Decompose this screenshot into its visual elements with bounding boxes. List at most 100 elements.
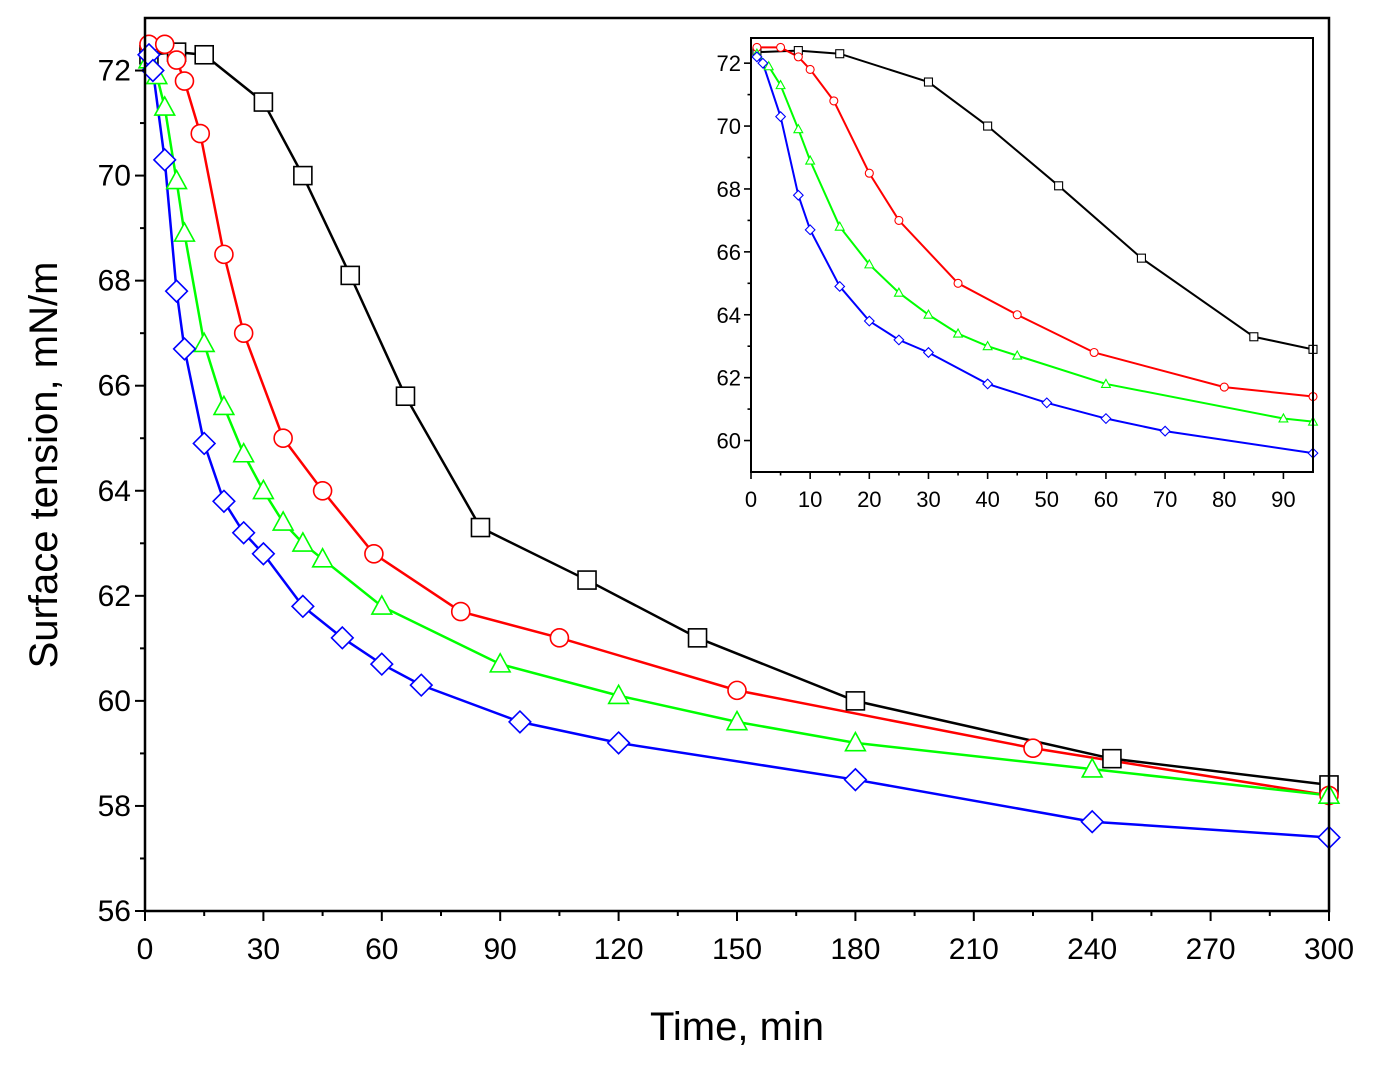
main-data-point-green-triangle (370, 594, 394, 615)
inset-y-tick-label: 64 (717, 303, 741, 328)
inset-y-tick-label: 70 (717, 114, 741, 139)
inset-data-point-black-square (983, 121, 993, 131)
inset-data-point-blue-diamond (1041, 397, 1053, 409)
inset-data-point-blue-diamond (893, 334, 905, 346)
main-data-point-black-square (470, 517, 491, 538)
inset-y-tick-label: 66 (717, 240, 741, 265)
main-y-tick-label: 56 (98, 895, 131, 928)
main-data-point-green-triangle (173, 221, 196, 242)
inset-data-point-green-triangle (1278, 412, 1289, 423)
inset-data-point-red-circle (829, 96, 839, 106)
main-data-point-red-circle (190, 123, 211, 144)
inset-y-tick-label: 68 (717, 177, 741, 202)
y-axis-title: Surface tension, mN/m (22, 262, 66, 669)
main-data-point-blue-diamond (290, 594, 315, 619)
main-data-point-green-triangle (725, 709, 749, 731)
main-data-point-blue-diamond (843, 767, 868, 792)
main-x-tick-label: 30 (247, 933, 280, 966)
inset-data-point-red-circle (1012, 310, 1022, 320)
main-data-point-blue-diamond (231, 520, 256, 545)
main-data-point-black-square (577, 570, 597, 590)
main-data-point-blue-diamond (164, 279, 189, 304)
inset-x-tick-label: 40 (975, 487, 999, 512)
inset-data-point-black-square (835, 49, 845, 59)
inset-data-point-blue-diamond (922, 346, 935, 359)
main-data-point-blue-diamond (172, 337, 197, 361)
main-x-tick-label: 210 (949, 933, 999, 966)
main-data-point-black-square (845, 691, 866, 711)
inset-data-point-green-triangle (893, 286, 905, 297)
main-data-point-blue-diamond (251, 541, 276, 566)
main-data-point-blue-diamond (508, 709, 532, 734)
main-y-tick-label: 60 (98, 685, 131, 718)
inset-data-point-green-triangle (863, 258, 875, 269)
inset-data-point-red-circle (1219, 382, 1229, 392)
main-y-tick-label: 70 (98, 160, 131, 193)
main-y-tick-label: 66 (98, 370, 131, 403)
inset-data-point-blue-diamond (834, 280, 846, 293)
inset-y-tick-label: 62 (717, 366, 741, 391)
main-data-point-red-circle (233, 323, 254, 343)
main-x-tick-label: 270 (1186, 933, 1236, 966)
inset-data-point-green-triangle (952, 327, 964, 338)
main-series-markers-blue-diamond (137, 42, 1341, 850)
main-x-tick-label: 60 (365, 933, 398, 966)
main-series-line-blue-diamond (147, 54, 1329, 839)
main-x-tick-label: 180 (830, 933, 880, 966)
main-x-tick-label: 0 (137, 933, 154, 966)
main-data-point-green-triangle (252, 478, 275, 500)
inset-x-tick-label: 90 (1271, 487, 1295, 512)
main-data-point-red-circle (214, 244, 234, 265)
main-data-point-black-square (395, 386, 416, 407)
inset-data-point-blue-diamond (982, 378, 994, 390)
inset-x-tick-label: 0 (745, 487, 757, 512)
main-data-point-green-triangle (212, 394, 236, 416)
inset-data-point-red-circle (776, 42, 786, 52)
main-data-point-green-triangle (1080, 757, 1104, 778)
x-axis-title: Time, min (650, 1005, 824, 1049)
inset-data-point-black-square (1054, 181, 1064, 191)
inset-x-tick-label: 60 (1094, 487, 1118, 512)
main-data-point-green-triangle (232, 441, 255, 463)
main-data-point-red-circle (450, 601, 471, 622)
inset-data-point-red-circle (894, 215, 904, 225)
inset-data-point-blue-diamond (757, 57, 769, 69)
inset-data-point-green-triangle (923, 309, 934, 319)
main-data-point-green-triangle (607, 683, 630, 705)
main-data-point-blue-diamond (1080, 809, 1105, 834)
inset-plot-background (751, 38, 1313, 472)
inset-data-point-blue-diamond (792, 189, 804, 201)
main-data-point-red-circle (273, 428, 293, 449)
main-series-markers-red-circle (139, 34, 1339, 806)
main-data-point-blue-diamond (409, 673, 434, 698)
inset-data-point-blue-diamond (1100, 412, 1112, 425)
inset-y-tick-label: 72 (717, 51, 741, 76)
inset-series-line-blue-diamond (756, 56, 1313, 455)
main-data-point-green-triangle (271, 510, 295, 531)
main-data-point-blue-diamond (330, 625, 355, 650)
main-y-tick-label: 58 (98, 790, 131, 823)
inset-data-point-blue-diamond (775, 111, 787, 123)
main-data-point-black-square (293, 165, 313, 186)
main-data-point-green-triangle (291, 531, 315, 552)
main-data-point-red-circle (549, 628, 570, 648)
inset-data-point-green-triangle (1100, 378, 1112, 388)
inset-data-point-red-circle (953, 278, 963, 288)
inset-data-point-green-triangle (834, 220, 846, 231)
inset-x-tick-label: 10 (798, 487, 822, 512)
main-data-point-black-square (687, 628, 708, 648)
inset-x-tick-label: 80 (1212, 487, 1236, 512)
inset-x-tick-label: 70 (1153, 487, 1177, 512)
inset-data-point-red-circle (805, 64, 815, 74)
main-data-point-red-circle (312, 480, 333, 501)
main-data-point-red-circle (174, 71, 195, 91)
main-data-point-blue-diamond (369, 652, 394, 677)
inset-data-point-black-square (923, 77, 934, 87)
main-data-point-green-triangle (192, 331, 216, 353)
inset-data-point-green-triangle (982, 340, 993, 351)
main-data-point-black-square (194, 44, 214, 65)
main-data-point-green-triangle (844, 730, 867, 752)
main-y-tick-label: 62 (98, 580, 131, 613)
